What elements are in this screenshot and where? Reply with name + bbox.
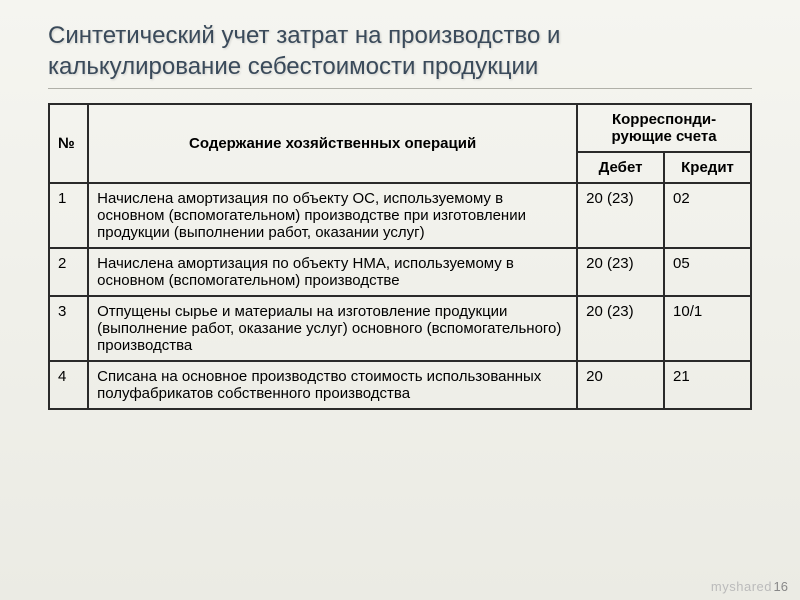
header-credit: Кредит	[664, 152, 751, 183]
row-debit: 20	[577, 361, 664, 409]
watermark-text: myshared	[711, 579, 772, 594]
slide-container: Синтетический учет затрат на производств…	[0, 0, 800, 430]
header-debit: Дебет	[577, 152, 664, 183]
table-row: 4 Списана на основное производство стоим…	[49, 361, 751, 409]
accounting-table-container: № Содержание хозяйственных операций Корр…	[48, 103, 752, 410]
page-number: 16	[774, 579, 788, 594]
table-row: 2 Начислена амортизация по объекту НМА, …	[49, 248, 751, 296]
table-row: 3 Отпущены сырье и материалы на изготовл…	[49, 296, 751, 361]
row-num: 4	[49, 361, 88, 409]
slide-title: Синтетический учет затрат на производств…	[48, 20, 752, 82]
row-num: 1	[49, 183, 88, 248]
header-accounts-text: Корреспонди- рующие счета	[612, 111, 717, 145]
title-underline	[48, 88, 752, 89]
table-row: 1 Начислена амортизация по объекту ОС, и…	[49, 183, 751, 248]
row-credit: 02	[664, 183, 751, 248]
row-content: Списана на основное производство стоимос…	[88, 361, 577, 409]
header-content: Содержание хозяйственных операций	[88, 104, 577, 183]
row-debit: 20 (23)	[577, 248, 664, 296]
table-body: 1 Начислена амортизация по объекту ОС, и…	[49, 183, 751, 409]
row-num: 3	[49, 296, 88, 361]
row-credit: 10/1	[664, 296, 751, 361]
row-content: Начислена амортизация по объекту НМА, ис…	[88, 248, 577, 296]
header-num: №	[49, 104, 88, 183]
row-credit: 21	[664, 361, 751, 409]
row-debit: 20 (23)	[577, 183, 664, 248]
row-debit: 20 (23)	[577, 296, 664, 361]
row-content: Начислена амортизация по объекту ОС, исп…	[88, 183, 577, 248]
table-header: № Содержание хозяйственных операций Корр…	[49, 104, 751, 183]
accounting-table: № Содержание хозяйственных операций Корр…	[48, 103, 752, 410]
header-accounts: Корреспонди- рующие счета	[577, 104, 751, 152]
row-content: Отпущены сырье и материалы на изготовлен…	[88, 296, 577, 361]
row-credit: 05	[664, 248, 751, 296]
row-num: 2	[49, 248, 88, 296]
header-row-1: № Содержание хозяйственных операций Корр…	[49, 104, 751, 152]
